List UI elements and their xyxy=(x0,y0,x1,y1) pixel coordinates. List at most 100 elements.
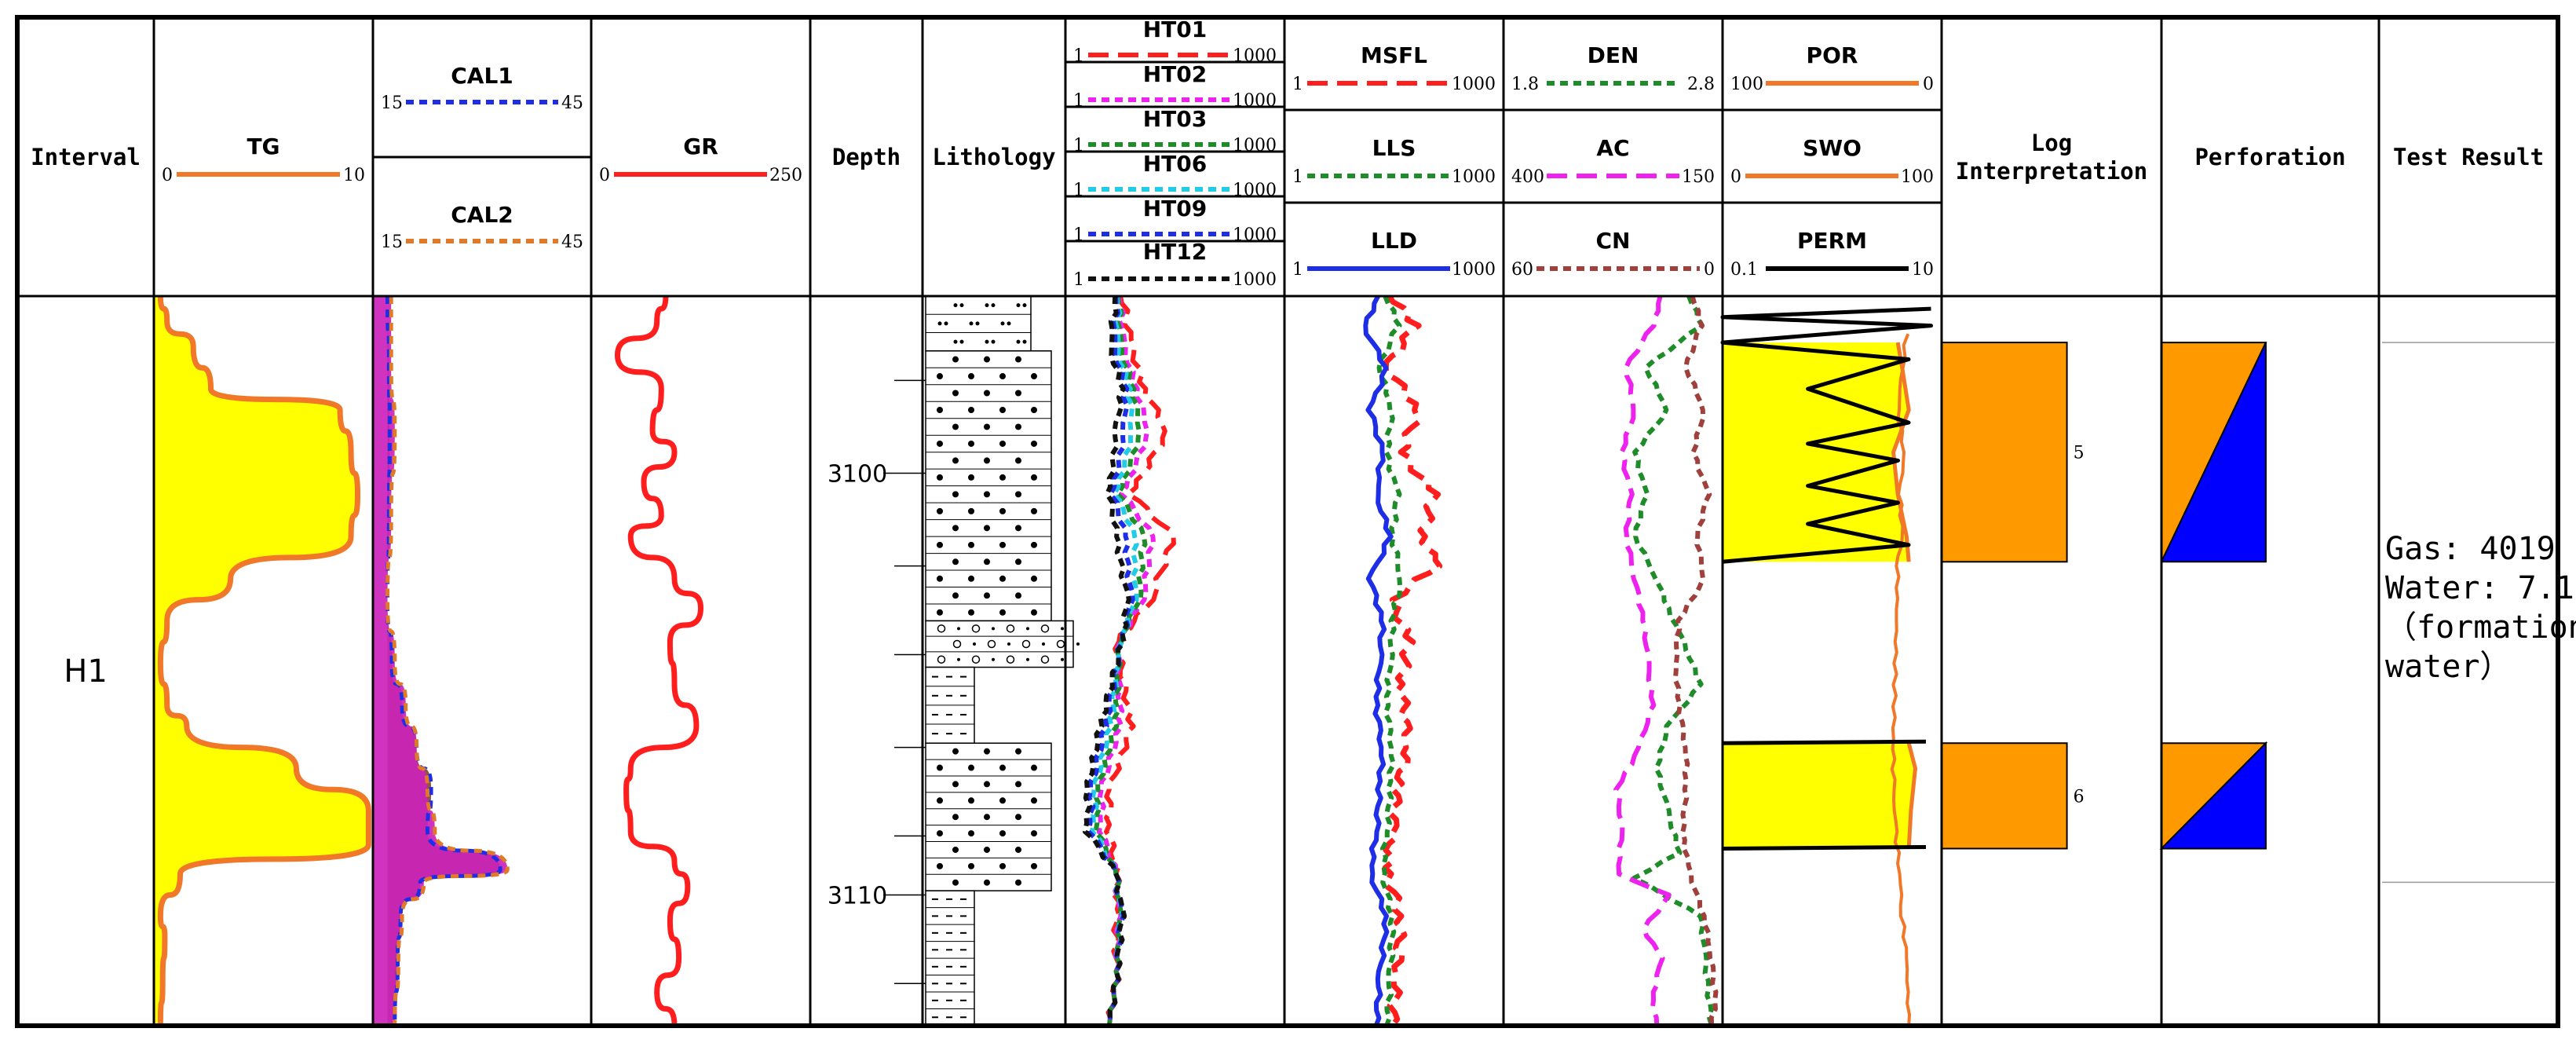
lith-dot xyxy=(999,541,1006,548)
lith-dot xyxy=(957,627,960,631)
curve-perm xyxy=(1720,306,1933,564)
lith-dot xyxy=(1015,457,1021,464)
legend-name: HT09 xyxy=(1143,196,1208,221)
legend-max: 1000 xyxy=(1233,270,1277,290)
legend-name: CN xyxy=(1596,228,1631,254)
lith-dot xyxy=(952,491,959,498)
lith-dot xyxy=(1015,846,1021,853)
lith-bed xyxy=(925,620,1074,668)
curve-gr xyxy=(615,296,704,1026)
lith-dot xyxy=(953,339,958,344)
legend-max: 1000 xyxy=(1233,225,1277,245)
lith-dot xyxy=(1015,525,1021,532)
lith-dot xyxy=(1022,303,1027,308)
legend-max: 0 xyxy=(1923,75,1934,94)
lith-dot xyxy=(957,657,960,661)
lith-dot xyxy=(1015,814,1021,821)
lith-dot xyxy=(1031,507,1037,514)
lith-dot xyxy=(999,764,1006,771)
legend-min: 1 xyxy=(1292,260,1303,280)
lith-dot xyxy=(985,303,989,308)
lith-dot xyxy=(952,525,959,532)
legend-min: 1 xyxy=(1292,75,1303,94)
legend-min: 0 xyxy=(599,166,610,185)
cal1-fill xyxy=(387,296,501,1026)
lith-ooid xyxy=(1040,624,1050,633)
lith-dot xyxy=(984,748,990,755)
lith-dot xyxy=(937,609,943,616)
curve-lld xyxy=(1363,296,1394,1026)
curve-ac xyxy=(1613,296,1672,1026)
perf-blue xyxy=(2160,342,2267,563)
interval-name: H1 xyxy=(64,653,108,690)
curve-perm xyxy=(1722,844,1927,851)
legend-max: 45 xyxy=(561,232,583,252)
lith-ooid xyxy=(937,655,946,664)
lith-dot xyxy=(991,303,996,308)
lith-dot xyxy=(937,440,943,447)
header-log-interp: Log xyxy=(2031,130,2072,156)
lith-dot xyxy=(1007,321,1011,326)
lith-dot xyxy=(969,321,974,326)
por-fill xyxy=(1723,743,1916,849)
lith-dot xyxy=(952,356,959,363)
lith-dot xyxy=(975,321,980,326)
curve-lls xyxy=(1376,296,1403,1026)
lith-ooid xyxy=(937,624,946,633)
legend-min: 1.8 xyxy=(1511,75,1539,94)
legend-min: 0.1 xyxy=(1730,260,1758,280)
lith-dot xyxy=(952,390,959,397)
lith-dot xyxy=(952,457,959,464)
lith-dot xyxy=(968,862,974,869)
legend-name: HT01 xyxy=(1143,16,1208,42)
interp-box xyxy=(1941,342,2068,563)
legend-name: CAL2 xyxy=(451,202,513,228)
lith-dot xyxy=(1015,356,1021,363)
lith-dot xyxy=(937,507,943,514)
legend-name: HT03 xyxy=(1143,106,1208,132)
lith-dot xyxy=(1042,642,1045,646)
lith-dot xyxy=(1015,390,1021,397)
header-test-result: Test Result xyxy=(2393,144,2544,170)
depth-label: 3100 xyxy=(828,461,887,489)
legend-min: 1 xyxy=(1073,225,1084,245)
curve-tg xyxy=(157,296,371,1026)
lith-dot xyxy=(1061,627,1064,631)
lith-dot xyxy=(952,423,959,430)
legend-max: 1000 xyxy=(1233,136,1277,156)
perf-blue xyxy=(2159,741,2267,850)
lith-dot xyxy=(991,339,996,344)
curve-msfl xyxy=(1382,296,1443,1026)
lith-dot xyxy=(937,541,943,548)
lith-dot xyxy=(968,541,974,548)
lith-dot xyxy=(992,627,995,631)
lith-dot xyxy=(937,373,943,380)
lith-dot xyxy=(984,525,990,532)
lith-dot xyxy=(937,474,943,481)
legend-min: 1 xyxy=(1073,181,1084,200)
lith-ooid xyxy=(987,639,996,649)
lith-ooid xyxy=(1021,639,1031,649)
legend-min: 60 xyxy=(1511,260,1533,280)
legend-min: 15 xyxy=(381,93,403,113)
lith-dot xyxy=(1031,541,1037,548)
legend-name: TG xyxy=(247,134,280,159)
legend-max: 0 xyxy=(1704,260,1715,280)
lith-dot xyxy=(1061,657,1064,661)
legend-name: GR xyxy=(683,134,718,159)
lith-dot xyxy=(999,507,1006,514)
legend-min: 400 xyxy=(1511,167,1544,187)
header-log-interp: Interpretation xyxy=(1956,158,2147,185)
interp-number: 5 xyxy=(2074,444,2085,463)
lith-dot xyxy=(973,642,976,646)
lith-dot xyxy=(952,558,959,565)
legend-min: 100 xyxy=(1730,75,1763,94)
lith-dot xyxy=(944,321,948,326)
lith-dot xyxy=(952,781,959,788)
lith-ooid xyxy=(1006,624,1015,633)
lith-dot xyxy=(952,846,959,853)
lith-dot xyxy=(952,814,959,821)
legend-max: 1000 xyxy=(1233,46,1277,66)
lith-ooid xyxy=(952,639,962,649)
